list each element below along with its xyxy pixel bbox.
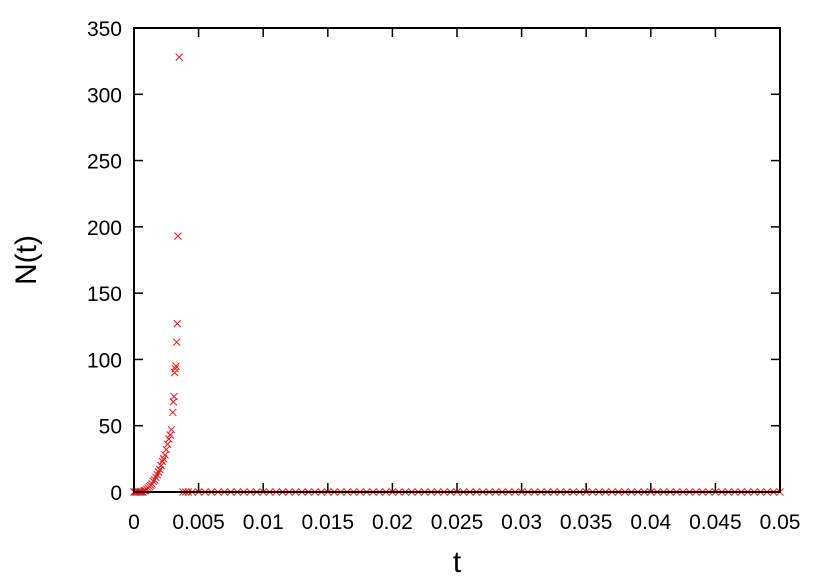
plot-area-frame	[133, 27, 781, 493]
x-tick-label: 0.04	[630, 511, 671, 534]
data-point	[171, 364, 180, 373]
x-tick-label: 0.035	[560, 511, 613, 534]
y-tick-label: 250	[87, 151, 122, 174]
y-tick-label: 50	[99, 416, 122, 439]
data-point	[170, 392, 178, 401]
x-tick-label: 0.05	[760, 511, 801, 534]
x-axis-label: t	[453, 546, 462, 579]
data-point	[154, 468, 163, 476]
y-tick-label: 150	[87, 283, 122, 306]
x-tick-label: 0.005	[172, 511, 225, 534]
data-point	[172, 362, 180, 370]
x-tick-label: 0.045	[689, 511, 742, 534]
x-tick-label: 0.025	[431, 511, 484, 534]
data-point	[150, 476, 159, 484]
data-point	[140, 486, 149, 495]
data-point	[153, 470, 162, 479]
y-tick-label: 300	[87, 84, 122, 107]
data-point	[175, 53, 184, 62]
data-point	[168, 408, 177, 417]
y-tick-label: 200	[87, 217, 122, 240]
y-tick-label: 350	[87, 18, 122, 41]
y-tick-label: 0	[110, 482, 122, 505]
data-point	[167, 425, 176, 434]
x-tick-label: 0.015	[302, 511, 355, 534]
x-tick-label: 0.01	[243, 511, 284, 534]
data-point	[152, 473, 160, 482]
y-axis-label: N(t)	[10, 235, 43, 285]
data-point	[174, 232, 182, 240]
x-tick-label: 0	[128, 511, 140, 534]
y-tick-label: 100	[87, 349, 122, 372]
data-point	[158, 457, 167, 466]
x-axis-ticks: 0 0.005 0.01 0.015 0.02 0.025 0.03 0.035 0.04 0.0…	[128, 28, 800, 534]
data-point	[173, 319, 182, 328]
x-tick-label: 0.03	[501, 511, 542, 534]
data-point	[148, 480, 156, 488]
x-tick-label: 0.02	[372, 511, 413, 534]
data-point	[172, 338, 181, 347]
y-axis-ticks: 0 50 100 150 200 250 300 350	[87, 18, 780, 505]
